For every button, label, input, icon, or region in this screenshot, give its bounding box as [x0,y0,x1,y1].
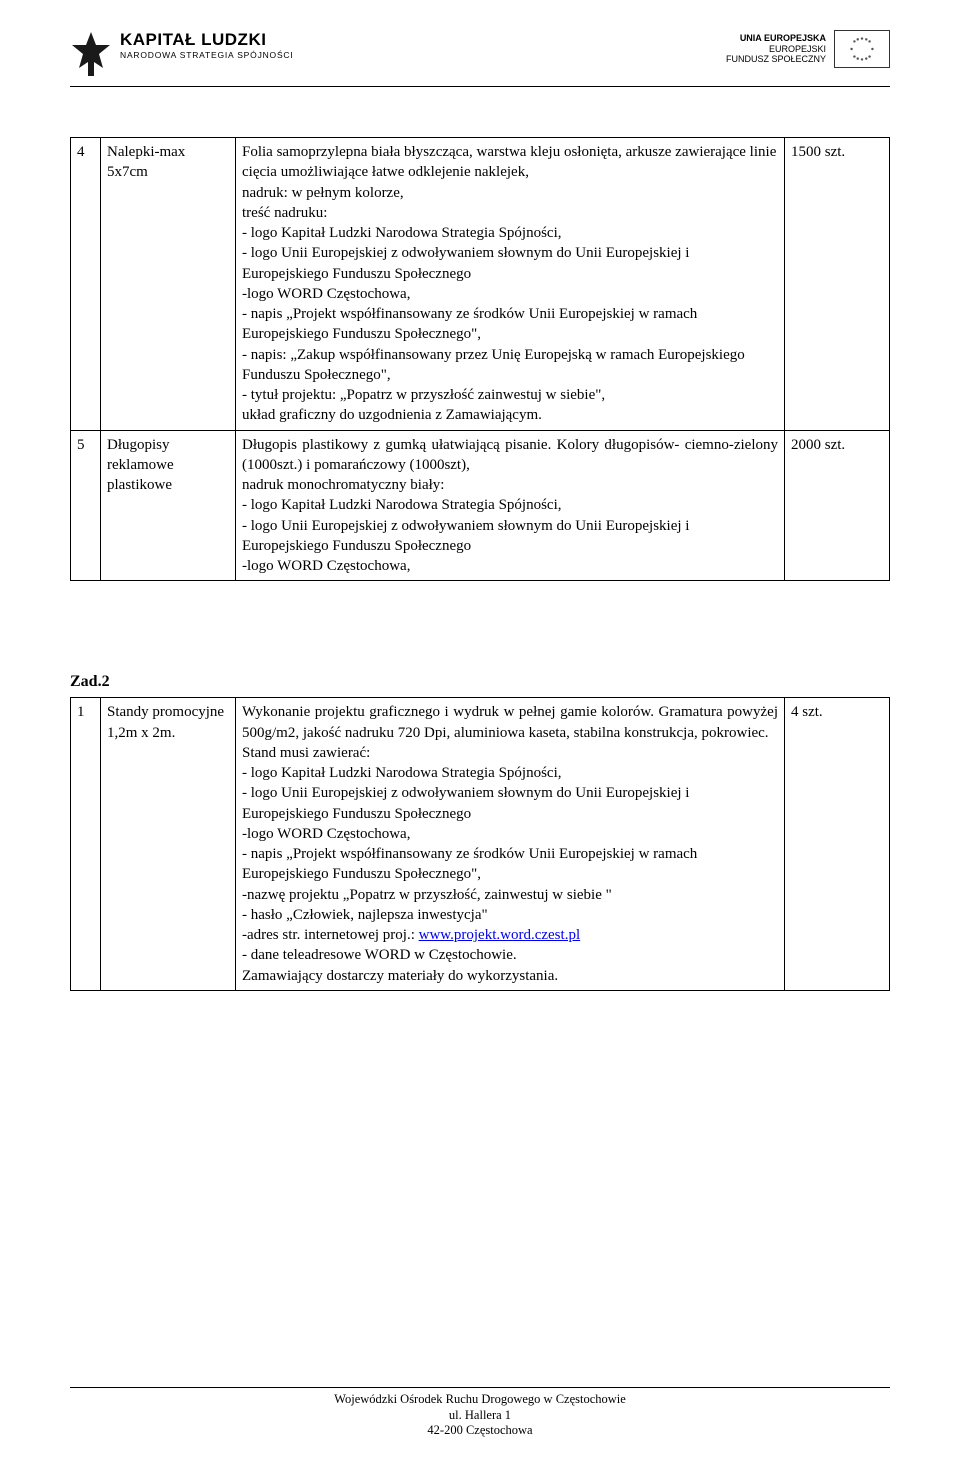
footer-line-1: Wojewódzki Ośrodek Ruchu Drogowego w Czę… [70,1392,890,1408]
row-item-name: Długopisy reklamowe plastikowe [101,430,236,581]
eu-logo-block: UNIA EUROPEJSKA EUROPEJSKI FUNDUSZ SPOŁE… [726,30,890,68]
row-number: 4 [71,138,101,431]
row-quantity: 1500 szt. [785,138,890,431]
row-item-name: Standy promocyjne 1,2m x 2m. [101,698,236,991]
kl-title: KAPITAŁ LUDZKI [120,30,294,50]
row-item-name: Nalepki-max 5x7cm [101,138,236,431]
row-number: 5 [71,430,101,581]
kapital-ludzki-logo: KAPITAŁ LUDZKI NARODOWA STRATEGIA SPÓJNO… [70,30,294,78]
page-footer: Wojewódzki Ośrodek Ruchu Drogowego w Czę… [70,1387,890,1439]
ue-line3: FUNDUSZ SPOŁECZNY [726,54,826,65]
ue-line2: EUROPEJSKI [726,44,826,55]
eu-flag-icon [834,30,890,68]
header-divider [70,86,890,87]
row-quantity: 2000 szt. [785,430,890,581]
star-person-icon [70,30,112,78]
footer-line-3: 42-200 Częstochowa [70,1423,890,1439]
kapital-ludzki-text: KAPITAŁ LUDZKI NARODOWA STRATEGIA SPÓJNO… [120,30,294,60]
page-header: KAPITAŁ LUDZKI NARODOWA STRATEGIA SPÓJNO… [70,30,890,78]
table-row: 5Długopisy reklamowe plastikoweDługopis … [71,430,890,581]
row-description: Folia samoprzylepna biała błyszcząca, wa… [236,138,785,431]
row-quantity: 4 szt. [785,698,890,991]
eu-text: UNIA EUROPEJSKA EUROPEJSKI FUNDUSZ SPOŁE… [726,33,826,65]
row-description: Wykonanie projektu graficznego i wydruk … [236,698,785,991]
kl-subtitle: NARODOWA STRATEGIA SPÓJNOŚCI [120,50,294,60]
items-table-1: 4Nalepki-max 5x7cmFolia samoprzylepna bi… [70,137,890,581]
footer-divider [70,1387,890,1388]
section-label-zad2: Zad.2 [70,673,890,691]
row-description: Długopis plastikowy z gumką ułatwiającą … [236,430,785,581]
row-number: 1 [71,698,101,991]
items-table-2: 1Standy promocyjne 1,2m x 2m.Wykonanie p… [70,697,890,991]
ue-line1: UNIA EUROPEJSKA [726,33,826,44]
footer-line-2: ul. Hallera 1 [70,1408,890,1424]
project-url-link[interactable]: www.projekt.word.czest.pl [419,927,580,943]
table-row: 4Nalepki-max 5x7cmFolia samoprzylepna bi… [71,138,890,431]
table-row: 1Standy promocyjne 1,2m x 2m.Wykonanie p… [71,698,890,991]
